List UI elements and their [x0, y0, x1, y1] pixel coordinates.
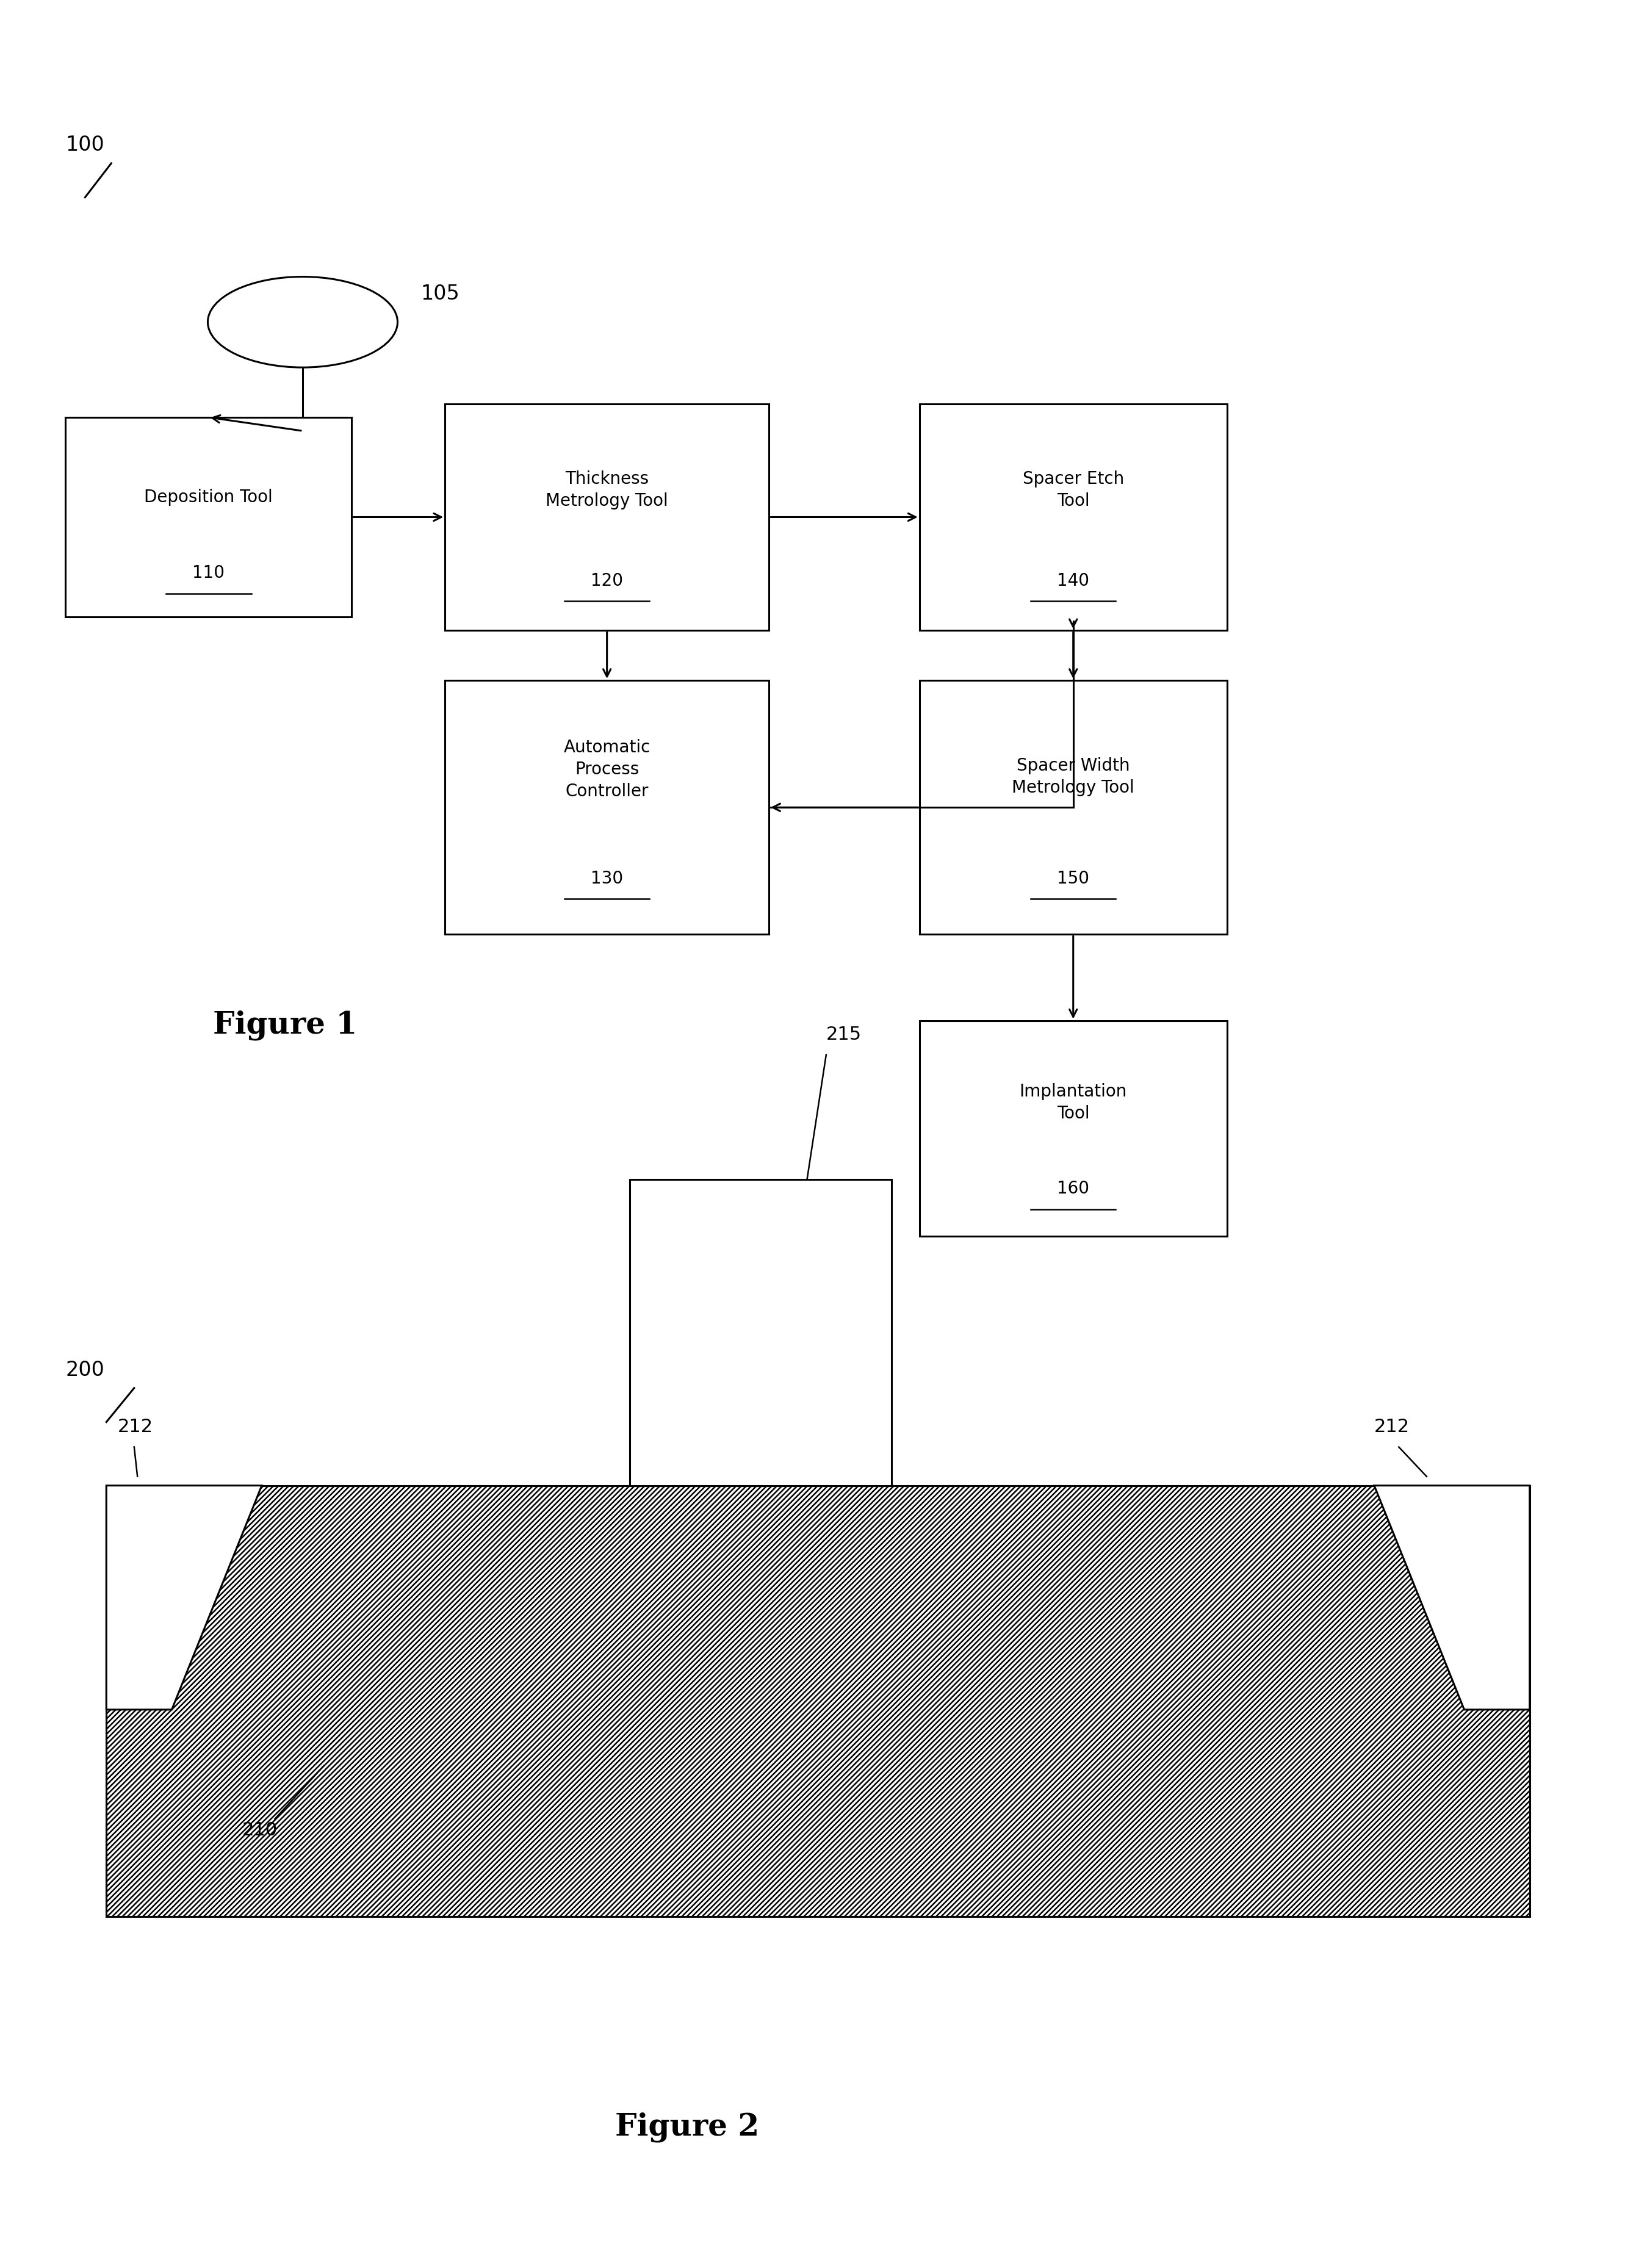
- Text: Implantation
Tool: Implantation Tool: [1019, 1084, 1127, 1123]
- Text: 105: 105: [420, 284, 460, 304]
- Text: 120: 120: [591, 572, 623, 590]
- Polygon shape: [106, 1486, 262, 1710]
- Bar: [65, 417, 352, 617]
- Text: Automatic
Process
Controller: Automatic Process Controller: [563, 739, 651, 801]
- Text: Figure 2: Figure 2: [615, 2112, 759, 2143]
- Bar: [919, 680, 1227, 934]
- Text: Deposition Tool: Deposition Tool: [144, 488, 273, 506]
- Text: 210: 210: [242, 1821, 278, 1839]
- Bar: [630, 1179, 892, 1486]
- Text: 140: 140: [1057, 572, 1090, 590]
- Bar: [919, 1021, 1227, 1236]
- Text: 200: 200: [65, 1361, 105, 1379]
- Ellipse shape: [208, 277, 398, 367]
- Text: Figure 1: Figure 1: [213, 1009, 357, 1041]
- Text: 160: 160: [1057, 1179, 1090, 1198]
- Text: 150: 150: [1057, 871, 1090, 887]
- Polygon shape: [1374, 1486, 1530, 1710]
- Text: Thickness
Metrology Tool: Thickness Metrology Tool: [546, 469, 667, 510]
- Text: Spacer Width
Metrology Tool: Spacer Width Metrology Tool: [1013, 758, 1134, 796]
- Text: 215: 215: [826, 1025, 862, 1043]
- Bar: [445, 680, 769, 934]
- Text: 212: 212: [1374, 1418, 1410, 1436]
- Text: Spacer Etch
Tool: Spacer Etch Tool: [1023, 469, 1124, 510]
- Bar: [919, 404, 1227, 631]
- Text: 100: 100: [65, 136, 105, 154]
- Bar: [445, 404, 769, 631]
- Text: 130: 130: [591, 871, 623, 887]
- Text: 110: 110: [193, 565, 224, 581]
- Text: 212: 212: [118, 1418, 154, 1436]
- Bar: [106, 1486, 1530, 1916]
